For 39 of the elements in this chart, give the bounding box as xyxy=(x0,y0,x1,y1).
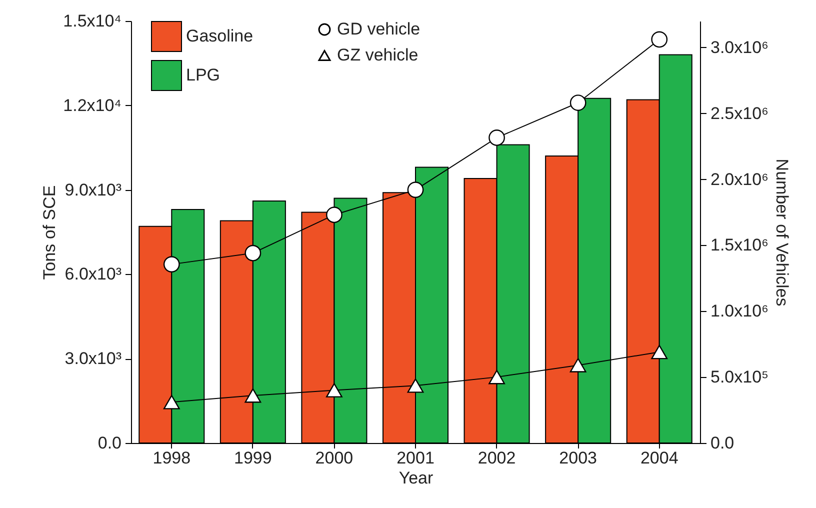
point xyxy=(651,344,668,360)
point xyxy=(488,370,505,384)
x-tick-label: 2002 xyxy=(478,448,516,468)
y-tick-label: 0.0 xyxy=(98,434,122,452)
point xyxy=(163,256,180,272)
y-axis-title: Tons of SCE xyxy=(40,185,60,280)
y2-tick-label: 1.5x10⁶ xyxy=(710,236,769,255)
point xyxy=(570,94,586,111)
legend-label: Gasoline xyxy=(186,26,254,46)
x-axis-title: Year xyxy=(398,468,434,488)
legend-label: LPG xyxy=(186,66,220,84)
x-tick-label: 2000 xyxy=(315,448,354,468)
y2-tick-label: 1.0x10⁶ xyxy=(710,302,769,321)
legend-label: GZ vehicle xyxy=(337,46,418,64)
x-tick-label: 1998 xyxy=(152,448,191,468)
point xyxy=(407,378,424,393)
x-tick-label: 2001 xyxy=(396,448,434,468)
y2-axis-title: Number of Vehicles xyxy=(772,158,792,306)
point xyxy=(244,388,262,403)
x-tick-label: 2003 xyxy=(559,448,597,468)
point xyxy=(570,358,586,372)
y-tick-label: 3.0x10³ xyxy=(64,349,122,368)
point xyxy=(326,206,342,224)
y2-tick-label: 2.0x10⁶ xyxy=(710,170,769,189)
point xyxy=(163,394,180,410)
y2-tick-label: 0.0 xyxy=(710,434,734,452)
y-tick-label: 6.0x10³ xyxy=(64,264,122,284)
point xyxy=(244,244,262,262)
legend-label: GD vehicle xyxy=(337,20,420,38)
point xyxy=(326,383,342,398)
y-tick-label: 1.2x10⁴ xyxy=(63,96,122,115)
y-tick-label: 9.0x10³ xyxy=(64,180,122,200)
x-tick-label: 1999 xyxy=(234,448,272,468)
x-tick-label: 2004 xyxy=(640,448,678,468)
y2-tick-label: 5.0x10⁵ xyxy=(710,368,769,387)
y-tick-label: 1.5x10⁴ xyxy=(63,12,122,30)
y2-tick-label: 2.5x10⁶ xyxy=(710,104,769,123)
point xyxy=(407,182,424,198)
y2-tick-label: 3.0x10⁶ xyxy=(710,38,769,57)
